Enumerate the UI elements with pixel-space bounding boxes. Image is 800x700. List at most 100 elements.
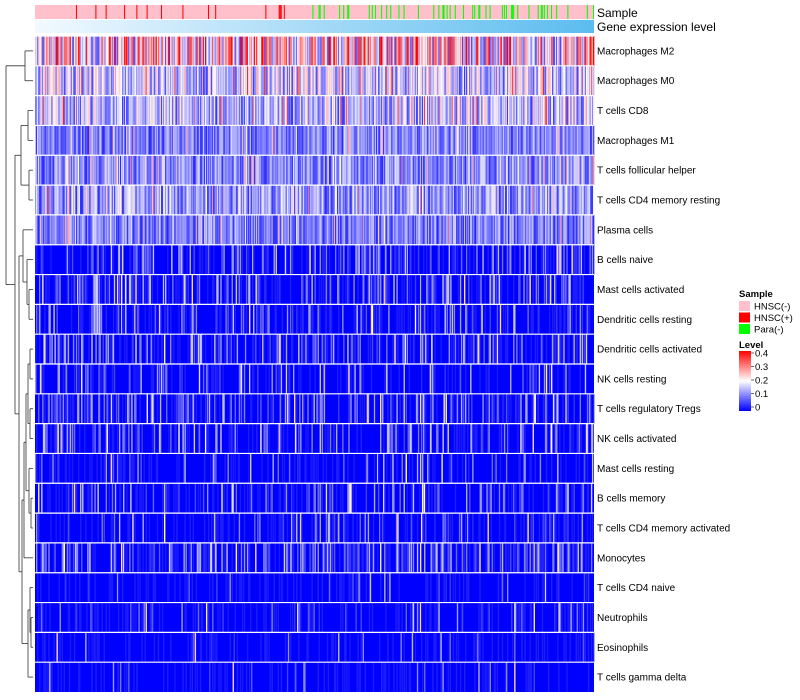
heatmap-cell xyxy=(40,36,42,66)
heatmap-cell xyxy=(113,155,116,186)
heatmap-cell xyxy=(566,244,568,275)
heatmap-cell xyxy=(114,36,117,66)
heatmap-cell xyxy=(202,36,205,66)
heatmap-cell xyxy=(563,334,565,364)
heatmap-cell xyxy=(80,185,82,215)
heatmap-cell xyxy=(575,95,577,126)
heatmap-cell xyxy=(589,155,592,186)
heatmap-cell xyxy=(207,214,209,245)
heatmap-cell xyxy=(321,185,324,215)
heatmap-cell xyxy=(243,36,246,66)
heatmap-cell xyxy=(181,125,183,156)
heatmap-cell xyxy=(110,155,113,186)
heatmap-cell xyxy=(151,185,154,215)
heatmap-cell xyxy=(118,65,121,96)
heatmap-cell xyxy=(255,274,257,305)
heatmap-cell xyxy=(546,214,549,245)
heatmap-cell xyxy=(454,364,457,394)
heatmap-cell xyxy=(190,185,192,215)
heatmap-cell xyxy=(109,36,112,66)
heatmap-cell xyxy=(403,274,405,305)
heatmap-cell xyxy=(57,334,59,364)
heatmap-cell xyxy=(268,185,270,215)
heatmap-cell xyxy=(360,65,362,96)
heatmap-cell xyxy=(338,274,340,305)
heatmap-cell xyxy=(474,185,476,215)
heatmap-cell xyxy=(205,65,208,96)
heatmap-cell xyxy=(275,95,277,126)
heatmap-cell xyxy=(561,214,563,245)
heatmap-cell xyxy=(429,36,431,66)
heatmap-cell xyxy=(306,125,308,156)
heatmap-cell xyxy=(463,36,466,66)
heatmap-cell xyxy=(141,155,143,186)
heatmap-cell xyxy=(216,155,218,186)
heatmap-cell xyxy=(526,36,528,66)
heatmap-cell xyxy=(480,125,482,156)
heatmap-cell xyxy=(364,95,367,126)
heatmap-cell xyxy=(431,214,433,245)
heatmap-cell xyxy=(537,155,540,186)
heatmap-cell xyxy=(44,334,46,364)
heatmap-row xyxy=(35,35,595,66)
heatmap-cell xyxy=(159,65,162,96)
heatmap-cell xyxy=(431,334,433,364)
heatmap-cell xyxy=(351,95,353,126)
heatmap-cell xyxy=(375,95,378,126)
heatmap-cell xyxy=(93,214,95,245)
heatmap-cell xyxy=(193,125,196,156)
heatmap-cell xyxy=(324,214,327,245)
heatmap-cell xyxy=(515,185,517,215)
heatmap-cell xyxy=(73,185,76,215)
heatmap-cell xyxy=(333,65,336,96)
heatmap-cell xyxy=(215,95,217,126)
heatmap-cell xyxy=(76,334,79,364)
heatmap-cell xyxy=(572,65,574,96)
heatmap-cell xyxy=(143,185,145,215)
heatmap-cell xyxy=(205,214,208,245)
heatmap-cell xyxy=(540,95,543,126)
heatmap-cell xyxy=(190,36,192,66)
heatmap-cell xyxy=(79,364,81,394)
heatmap-cell xyxy=(79,274,81,305)
heatmap-cell xyxy=(506,36,509,66)
heatmap-cell xyxy=(369,36,372,66)
heatmap-cell xyxy=(257,36,259,66)
heatmap-cell xyxy=(72,274,75,305)
heatmap-cell xyxy=(278,185,281,215)
heatmap-cell xyxy=(321,95,324,126)
heatmap-cell xyxy=(310,125,312,156)
heatmap-cell xyxy=(114,125,117,156)
heatmap-cell xyxy=(361,214,363,245)
heatmap-cell xyxy=(121,155,123,186)
heatmap-cell xyxy=(589,95,592,126)
heatmap-cell xyxy=(557,95,559,126)
heatmap-cell xyxy=(263,155,265,186)
heatmap-cell xyxy=(461,244,464,275)
heatmap-cell xyxy=(182,155,184,186)
heatmap-cell xyxy=(368,36,371,66)
heatmap-cell xyxy=(397,214,399,245)
heatmap-cell xyxy=(293,185,295,215)
heatmap-cell xyxy=(567,185,569,215)
heatmap-cell xyxy=(70,274,73,305)
heatmap-cell xyxy=(220,274,222,305)
heatmap-cell xyxy=(275,214,277,245)
heatmap-cell xyxy=(393,274,395,305)
heatmap-cell xyxy=(409,214,412,245)
heatmap-cell xyxy=(164,185,166,215)
heatmap-cell xyxy=(524,185,526,215)
heatmap-cell xyxy=(518,274,520,305)
heatmap-cell xyxy=(561,155,563,186)
heatmap-cell xyxy=(47,155,49,186)
heatmap-cell xyxy=(210,125,212,156)
heatmap-cell xyxy=(350,334,352,364)
heatmap-cell xyxy=(522,36,524,66)
heatmap-cell xyxy=(424,304,426,335)
heatmap-cell xyxy=(362,155,364,186)
heatmap-cell xyxy=(261,244,263,275)
heatmap-cell xyxy=(501,214,504,245)
heatmap-cell xyxy=(500,95,503,126)
heatmap-cell xyxy=(551,155,553,186)
heatmap-cell xyxy=(125,393,127,424)
